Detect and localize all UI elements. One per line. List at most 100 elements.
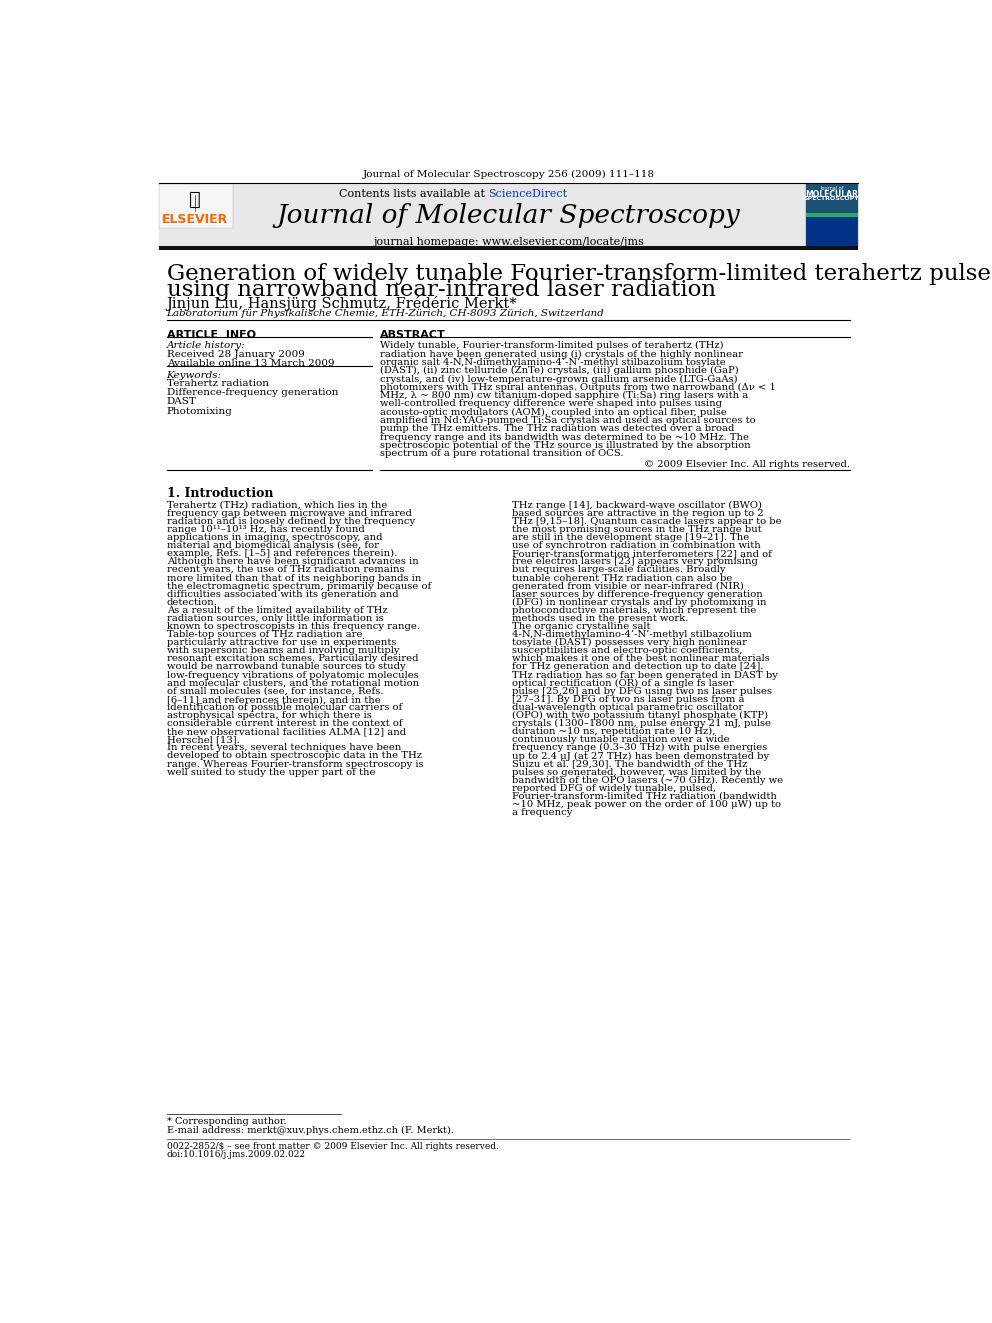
Text: (DFG) in nonlinear crystals and by photomixing in: (DFG) in nonlinear crystals and by photo… [512,598,766,607]
Text: reported DFG of widely tunable, pulsed,: reported DFG of widely tunable, pulsed, [512,783,715,792]
Text: Available online 13 March 2009: Available online 13 March 2009 [167,359,334,368]
Text: Contents lists available at: Contents lists available at [338,189,488,198]
Text: applications in imaging, spectroscopy, and: applications in imaging, spectroscopy, a… [167,533,382,542]
Text: low-frequency vibrations of polyatomic molecules: low-frequency vibrations of polyatomic m… [167,671,419,680]
Text: Keywords:: Keywords: [167,370,222,380]
Text: Journal of: Journal of [819,187,843,192]
Text: 🌲: 🌲 [189,189,201,209]
Text: THz [9,15–18]. Quantum cascade lasers appear to be: THz [9,15–18]. Quantum cascade lasers ap… [512,517,781,527]
Text: a frequency: a frequency [512,808,571,818]
Text: ARTICLE  INFO: ARTICLE INFO [167,331,256,340]
Text: 0022-2852/$ – see front matter © 2009 Elsevier Inc. All rights reserved.: 0022-2852/$ – see front matter © 2009 El… [167,1142,499,1151]
Text: dual-wavelength optical parametric oscillator: dual-wavelength optical parametric oscil… [512,703,743,712]
Text: frequency range (0.3–30 THz) with pulse energies: frequency range (0.3–30 THz) with pulse … [512,744,767,753]
Text: Jinjun Liu, Hansjürg Schmutz, Frédéric Merkt*: Jinjun Liu, Hansjürg Schmutz, Frédéric M… [167,296,517,311]
Text: MHz, λ ~ 800 nm) cw titanium-doped sapphire (Ti:Sa) ring lasers with a: MHz, λ ~ 800 nm) cw titanium-doped sapph… [380,392,748,401]
Text: journal homepage: www.elsevier.com/locate/jms: journal homepage: www.elsevier.com/locat… [373,237,644,246]
Text: ScienceDirect: ScienceDirect [488,189,567,198]
Text: E-mail address: merkt@xuv.phys.chem.ethz.ch (F. Merkt).: E-mail address: merkt@xuv.phys.chem.ethz… [167,1126,453,1135]
Text: In recent years, several techniques have been: In recent years, several techniques have… [167,744,401,753]
Text: Herschel [13].: Herschel [13]. [167,736,239,745]
Text: As a result of the limited availability of THz: As a result of the limited availability … [167,606,387,615]
Text: radiation and is loosely defined by the frequency: radiation and is loosely defined by the … [167,517,415,527]
Text: Widely tunable, Fourier-transform-limited pulses of terahertz (THz): Widely tunable, Fourier-transform-limite… [380,341,723,351]
Text: free electron lasers [23] appears very promising: free electron lasers [23] appears very p… [512,557,757,566]
Bar [159,184,232,228]
Text: amplified in Nd:YAG-pumped Ti:Sa crystals and used as optical sources to: amplified in Nd:YAG-pumped Ti:Sa crystal… [380,417,755,425]
Text: particularly attractive for use in experiments: particularly attractive for use in exper… [167,638,396,647]
Text: ~10 MHz, peak power on the order of 100 μW) up to: ~10 MHz, peak power on the order of 100 … [512,800,781,810]
Text: continuously tunable radiation over a wide: continuously tunable radiation over a wi… [512,736,729,745]
Text: but requires large-scale facilities. Broadly: but requires large-scale facilities. Bro… [512,565,725,574]
Text: of small molecules (see, for instance, Refs.: of small molecules (see, for instance, R… [167,687,383,696]
Text: the electromagnetic spectrum, primarily because of: the electromagnetic spectrum, primarily … [167,582,431,590]
Text: THz radiation has so far been generated in DAST by: THz radiation has so far been generated … [512,671,778,680]
Text: Journal of Molecular Spectroscopy: Journal of Molecular Spectroscopy [277,202,740,228]
Text: © 2009 Elsevier Inc. All rights reserved.: © 2009 Elsevier Inc. All rights reserved… [644,460,850,468]
Text: bandwidth of the OPO lasers (~70 GHz). Recently we: bandwidth of the OPO lasers (~70 GHz). R… [512,775,783,785]
Text: recent years, the use of THz radiation remains: recent years, the use of THz radiation r… [167,565,404,574]
Text: pulses so generated, however, was limited by the: pulses so generated, however, was limite… [512,767,761,777]
Text: using narrowband near-infrared laser radiation: using narrowband near-infrared laser rad… [167,279,715,300]
Text: identification of possible molecular carriers of: identification of possible molecular car… [167,703,402,712]
Text: doi:10.1016/j.jms.2009.02.022: doi:10.1016/j.jms.2009.02.022 [167,1150,306,1159]
Text: based sources are attractive in the region up to 2: based sources are attractive in the regi… [512,509,763,517]
Bar [806,184,858,247]
Text: Fourier-transformation interferometers [22] and of: Fourier-transformation interferometers [… [512,549,772,558]
Text: crystals (1300–1800 nm, pulse energy 21 mJ, pulse: crystals (1300–1800 nm, pulse energy 21 … [512,720,771,728]
Text: THz range [14], backward-wave oscillator (BWO): THz range [14], backward-wave oscillator… [512,501,762,509]
Text: SPECTROSCOPY: SPECTROSCOPY [804,197,859,201]
Text: Journal of Molecular Spectroscopy 256 (2009) 111–118: Journal of Molecular Spectroscopy 256 (2… [362,171,655,180]
Text: [6–11] and references therein), and in the: [6–11] and references therein), and in t… [167,695,380,704]
Text: radiation have been generated using (i) crystals of the highly nonlinear: radiation have been generated using (i) … [380,349,743,359]
Text: the most promising sources in the THz range but: the most promising sources in the THz ra… [512,525,761,534]
Text: more limited than that of its neighboring bands in: more limited than that of its neighborin… [167,574,421,582]
Text: astrophysical spectra, for which there is: astrophysical spectra, for which there i… [167,710,371,720]
Text: The organic crystalline salt: The organic crystalline salt [512,622,650,631]
Text: methods used in the present work.: methods used in the present work. [512,614,687,623]
Text: up to 2.4 μJ (at 27 THz) has been demonstrated by: up to 2.4 μJ (at 27 THz) has been demons… [512,751,769,761]
Bar [159,184,858,247]
Text: DAST: DAST [167,397,196,406]
Text: ELSEVIER: ELSEVIER [162,213,228,226]
Text: pulse [25,26] and by DFG using two ns laser pulses: pulse [25,26] and by DFG using two ns la… [512,687,772,696]
Text: which makes it one of the best nonlinear materials: which makes it one of the best nonlinear… [512,655,769,663]
Text: generated from visible or near-infrared (NIR): generated from visible or near-infrared … [512,582,743,591]
Text: (DAST), (ii) zinc telluride (ZnTe) crystals, (iii) gallium phosphide (GaP): (DAST), (ii) zinc telluride (ZnTe) cryst… [380,366,738,376]
Bar [159,246,858,250]
Bar [806,184,858,217]
Text: the new observational facilities ALMA [12] and: the new observational facilities ALMA [1… [167,728,406,736]
Text: considerable current interest in the context of: considerable current interest in the con… [167,720,402,728]
Text: Table-top sources of THz radiation are: Table-top sources of THz radiation are [167,630,362,639]
Text: well suited to study the upper part of the: well suited to study the upper part of t… [167,767,375,777]
Text: material and biomedical analysis (see, for: material and biomedical analysis (see, f… [167,541,379,550]
Text: range. Whereas Fourier-transform spectroscopy is: range. Whereas Fourier-transform spectro… [167,759,424,769]
Text: Generation of widely tunable Fourier-transform-limited terahertz pulses: Generation of widely tunable Fourier-tra… [167,263,992,284]
Text: use of synchrotron radiation in combination with: use of synchrotron radiation in combinat… [512,541,760,550]
Text: organic salt 4-N,N-dimethylamino-4’-N’-methyl stilbazolium tosylate: organic salt 4-N,N-dimethylamino-4’-N’-m… [380,359,725,366]
Text: MOLECULAR: MOLECULAR [806,191,858,200]
Text: known to spectroscopists in this frequency range.: known to spectroscopists in this frequen… [167,622,420,631]
Text: tunable coherent THz radiation can also be: tunable coherent THz radiation can also … [512,574,732,582]
Text: (OPO) with two potassium titanyl phosphate (KTP): (OPO) with two potassium titanyl phospha… [512,710,768,720]
Text: susceptibilities and electro-optic coefficients,: susceptibilities and electro-optic coeff… [512,647,742,655]
Text: with supersonic beams and involving multiply: with supersonic beams and involving mult… [167,647,399,655]
Text: Fourier-transform-limited THz radiation (bandwidth: Fourier-transform-limited THz radiation … [512,792,777,800]
Text: frequency range and its bandwidth was determined to be ~10 MHz. The: frequency range and its bandwidth was de… [380,433,749,442]
Text: spectrum of a pure rotational transition of OCS.: spectrum of a pure rotational transition… [380,450,623,458]
Text: and molecular clusters, and the rotational motion: and molecular clusters, and the rotation… [167,679,419,688]
Text: tosylate (DAST) possesses very high nonlinear: tosylate (DAST) possesses very high nonl… [512,638,747,647]
Text: would be narrowband tunable sources to study: would be narrowband tunable sources to s… [167,663,406,672]
Text: example, Refs. [1–5] and references therein).: example, Refs. [1–5] and references ther… [167,549,397,558]
Text: * Corresponding author.: * Corresponding author. [167,1118,287,1126]
Text: Laboratorium für Physikalische Chemie, ETH-Zürich, CH-8093 Zürich, Switzerland: Laboratorium für Physikalische Chemie, E… [167,308,604,318]
Text: 4-N,N-dimethylamino-4’-N’-methyl stilbazolium: 4-N,N-dimethylamino-4’-N’-methyl stilbaz… [512,630,751,639]
Text: laser sources by difference-frequency generation: laser sources by difference-frequency ge… [512,590,762,599]
Text: Photomixing: Photomixing [167,406,232,415]
Text: duration ~10 ns, repetition rate 10 Hz),: duration ~10 ns, repetition rate 10 Hz), [512,728,715,737]
Text: Although there have been significant advances in: Although there have been significant adv… [167,557,419,566]
Text: Suizu et al. [29,30]. The bandwidth of the THz: Suizu et al. [29,30]. The bandwidth of t… [512,759,747,769]
Text: Article history:: Article history: [167,341,245,351]
Text: Difference-frequency generation: Difference-frequency generation [167,388,338,397]
Text: for THz generation and detection up to date [24].: for THz generation and detection up to d… [512,663,763,672]
